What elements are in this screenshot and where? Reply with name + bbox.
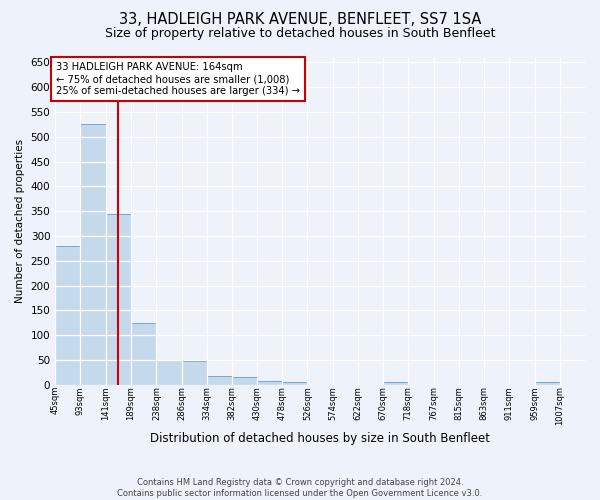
Bar <box>535 382 560 384</box>
Bar <box>106 214 131 384</box>
Y-axis label: Number of detached properties: Number of detached properties <box>15 139 25 303</box>
Bar <box>383 382 408 384</box>
X-axis label: Distribution of detached houses by size in South Benfleet: Distribution of detached houses by size … <box>150 432 490 445</box>
Bar <box>157 360 182 384</box>
Bar <box>55 246 80 384</box>
Bar <box>207 376 232 384</box>
Text: Contains HM Land Registry data © Crown copyright and database right 2024.
Contai: Contains HM Land Registry data © Crown c… <box>118 478 482 498</box>
Bar <box>182 361 207 384</box>
Bar <box>80 124 106 384</box>
Text: 33, HADLEIGH PARK AVENUE, BENFLEET, SS7 1SA: 33, HADLEIGH PARK AVENUE, BENFLEET, SS7 … <box>119 12 481 28</box>
Bar <box>257 380 283 384</box>
Text: 33 HADLEIGH PARK AVENUE: 164sqm
← 75% of detached houses are smaller (1,008)
25%: 33 HADLEIGH PARK AVENUE: 164sqm ← 75% of… <box>56 62 299 96</box>
Bar <box>283 382 307 384</box>
Bar <box>131 322 156 384</box>
Text: Size of property relative to detached houses in South Benfleet: Size of property relative to detached ho… <box>105 28 495 40</box>
Bar <box>232 376 257 384</box>
